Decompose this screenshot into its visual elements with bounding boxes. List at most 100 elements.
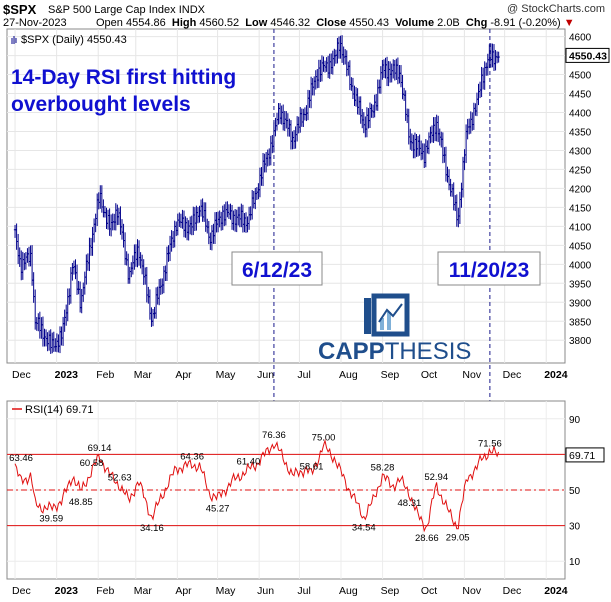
rsi-x-tick-label: Aug [339,585,358,597]
price-y-tick-label: 4500 [569,71,592,82]
svg-text:RSI(14) 69.71: RSI(14) 69.71 [25,404,94,416]
logo-text-capp: CAPP [318,338,385,365]
chg-label: Chg [465,17,488,29]
price-x-tick-label: Jun [257,369,274,381]
rsi-y-axis: 103050709069.71 [565,415,605,568]
price-y-tick-label: 4250 [569,165,592,176]
index-full-name: S&P 500 Large Cap Index [48,4,176,16]
copyright-text: @ StockCharts.com [507,3,605,15]
price-y-tick-label: 4400 [569,109,592,120]
rsi-x-tick-label: 2024 [544,585,568,597]
volume-value: 2.0B [437,17,460,29]
rsi-x-tick-label: May [216,585,237,597]
price-x-tick-label: Nov [462,369,481,381]
index-name: S&P 500 Large Cap Index INDX [48,4,205,16]
rsi-data-label: 76.36 [262,430,286,441]
rsi-y-tick-label: 90 [569,415,581,426]
price-x-tick-label: Oct [421,369,437,381]
price-y-tick-label: 4100 [569,222,592,233]
chg-value: -8.91 (-0.20%) [490,17,561,29]
quote-date: 27-Nov-2023 [3,17,67,29]
price-x-tick-label: Feb [96,369,114,381]
low-value: 4546.32 [270,17,311,29]
rsi-x-tick-label: Mar [134,585,153,597]
price-y-tick-label: 3850 [569,317,592,328]
price-y-tick-label: 4050 [569,241,592,252]
rsi-x-tick-label: Dec [12,585,31,597]
price-x-tick-label: Dec [12,369,31,381]
rsi-x-tick-label: Jul [297,585,310,597]
date-label-2: 11/20/23 [449,259,530,282]
price-x-tick-label: Aug [339,369,358,381]
rsi-legend-label: RSI(14) [25,404,63,416]
price-x-tick-label: Dec [503,369,522,381]
rsi-legend-value: 69.71 [66,404,94,416]
rsi-x-tick-label: 2023 [55,585,79,597]
price-y-tick-label: 4000 [569,260,592,271]
price-legend-value: 4550.43 [87,34,127,46]
rsi-data-label: 34.54 [352,523,376,534]
rsi-last-value-tag [565,447,605,463]
logo-text-thesis: THESIS [385,338,472,365]
exchange-code: INDX [178,4,205,16]
rsi-x-axis: Dec 2023 Feb Mar Apr May Jun Jul Aug Sep Oct Nov Dec… [12,585,568,597]
rsi-data-label: 45.27 [206,503,230,514]
rsi-last-value-label: 69.71 [569,450,595,462]
price-x-tick-label: May [216,369,237,381]
price-y-tick-label: 3950 [569,279,592,290]
rsi-y-tick-label: 10 [569,557,581,568]
headline-line-2: overbought levels [11,93,191,116]
price-x-tick-label: Jul [297,369,310,381]
price-y-tick-label: 4450 [569,90,592,101]
date-label-box-1: 6/12/23 [231,251,323,286]
price-y-tick-label: 4600 [569,33,592,44]
price-bars [13,35,500,354]
price-y-tick-label: 3900 [569,298,592,309]
rsi-x-tick-label: Oct [421,585,437,597]
date-label-box-2: 11/20/23 [437,251,541,286]
price-y-tick-label: 4300 [569,146,592,157]
rsi-legend: RSI(14) 69.71 [12,404,94,416]
price-y-tick-label: 3800 [569,336,592,347]
open-value: 4554.86 [125,17,166,29]
price-legend-label: $SPX (Daily) [21,34,84,46]
quote-line: Open 4554.86 High 4560.52 Low 4546.32 Cl… [96,17,575,29]
rsi-y-tick-label: 50 [569,486,581,497]
price-y-tick-label: 4150 [569,203,592,214]
rsi-data-label: 75.00 [312,433,336,444]
rsi-data-label: 63.46 [9,453,33,464]
rsi-x-tick-label: Feb [96,585,114,597]
rsi-y-tick-label: 30 [569,522,581,533]
volume-label: Volume [395,17,435,29]
rsi-data-label: 61.40 [237,457,261,468]
rsi-data-label: 48.85 [69,497,93,508]
rsi-data-labels: 63.46 39.59 48.85 60.58 69.14 52.63 34.16 64.36… [9,430,502,544]
price-y-tick-label: 4200 [569,184,592,195]
ticker-symbol: $SPX [3,2,37,17]
high-value: 4560.52 [199,17,240,29]
price-last-value-label: 4550.43 [569,50,607,62]
price-y-axis: 3800 3850 3900 3950 4000 4050 4100 4150 4200 4250… [565,33,610,347]
price-x-tick-label: 2023 [55,369,79,381]
close-value: 4550.43 [349,17,390,29]
rsi-x-tick-label: Nov [462,585,481,597]
rsi-data-label: 71.56 [478,439,502,450]
rsi-data-label: 52.63 [108,472,132,483]
rsi-line-group [14,438,500,533]
price-y-tick-label: 4350 [569,127,592,138]
headline-line-1: 14-Day RSI first hitting [11,66,236,89]
high-label: High [171,17,197,29]
price-x-tick-label: Apr [175,369,192,381]
rsi-data-label: 39.59 [39,514,63,525]
rsi-x-tick-label: Apr [175,585,192,597]
rsi-reference-lines [7,453,565,527]
down-arrow-icon: ▼ [563,17,575,29]
capp-thesis-logo: CAPPTHESIS [318,293,472,365]
rsi-x-tick-label: Sep [381,585,400,597]
svg-text:$SPX (Daily) 4550.43: $SPX (Daily) 4550.43 [21,34,127,46]
price-x-tick-label: Sep [381,369,400,381]
rsi-data-label: 48.31 [398,498,422,509]
rsi-data-label: 64.36 [180,451,204,462]
